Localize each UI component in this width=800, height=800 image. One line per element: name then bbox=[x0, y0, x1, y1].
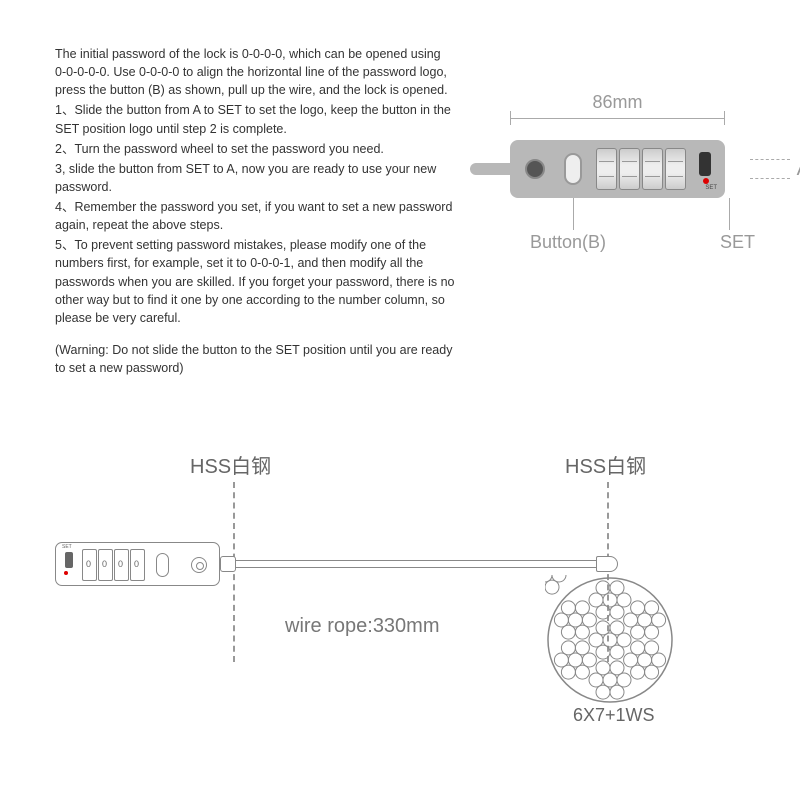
password-wheels bbox=[596, 148, 686, 190]
wheel-icon bbox=[596, 148, 617, 190]
wire-end-plug bbox=[596, 556, 618, 572]
set-switch-icon bbox=[699, 152, 711, 176]
wheel-small-icon bbox=[82, 549, 97, 581]
button-b-icon bbox=[564, 153, 582, 185]
cross-section-label: 6X7+1WS bbox=[573, 705, 655, 726]
a-guide-lines bbox=[750, 159, 790, 179]
leader-line-set bbox=[729, 198, 730, 230]
step-2: 2、Turn the password wheel to set the pas… bbox=[55, 140, 455, 158]
button-b-label: Button(B) bbox=[530, 232, 606, 253]
set-tiny-label: SET bbox=[62, 544, 72, 550]
set-dot-small bbox=[64, 571, 68, 575]
cable-stub bbox=[470, 163, 510, 175]
step-5: 5、To prevent setting password mistakes, … bbox=[55, 236, 455, 327]
wire-cross-section-diagram bbox=[545, 575, 675, 710]
warning-paragraph: (Warning: Do not slide the button to the… bbox=[55, 341, 455, 377]
set-tiny-text: SET bbox=[705, 185, 717, 191]
lock-side-view: SET bbox=[55, 542, 220, 586]
intro-paragraph: The initial password of the lock is 0-0-… bbox=[55, 45, 455, 99]
hss-label-right: HSS白钢 bbox=[565, 450, 646, 479]
lock-body: SET bbox=[510, 140, 725, 198]
wheels-small bbox=[82, 549, 145, 581]
cable-hole-icon bbox=[525, 159, 545, 179]
hss-label-left: HSS白钢 bbox=[190, 450, 271, 479]
set-switch-small-icon bbox=[65, 552, 73, 568]
wheel-small-icon bbox=[130, 549, 145, 581]
set-indicator-dot bbox=[703, 178, 709, 184]
wheel-small-icon bbox=[114, 549, 129, 581]
a-position-label: A bbox=[797, 158, 800, 181]
dimension-line bbox=[510, 118, 725, 119]
bottom-diagram: HSS白钢 HSS白钢 SET wire rope:330mm bbox=[55, 450, 745, 730]
step-3: 3, slide the button from SET to A, now y… bbox=[55, 160, 455, 196]
leader-line-button bbox=[573, 198, 574, 230]
dashed-guide-left bbox=[233, 482, 235, 662]
hole-small-icon bbox=[191, 557, 207, 573]
step-4: 4、Remember the password you set, if you … bbox=[55, 198, 455, 234]
wheel-icon bbox=[665, 148, 686, 190]
wire-rope bbox=[236, 560, 596, 568]
wheel-icon bbox=[642, 148, 663, 190]
dimension-width-label: 86mm bbox=[510, 92, 725, 113]
set-label: SET bbox=[720, 232, 755, 253]
wheel-small-icon bbox=[98, 549, 113, 581]
wire-joint bbox=[220, 556, 236, 572]
wheel-icon bbox=[619, 148, 640, 190]
step-1: 1、Slide the button from A to SET to set … bbox=[55, 101, 455, 137]
top-lock-diagram: 86mm SET A Button(B) SET bbox=[510, 140, 750, 198]
instruction-text: The initial password of the lock is 0-0-… bbox=[55, 45, 455, 379]
wire-rope-label: wire rope:330mm bbox=[285, 615, 440, 638]
button-small-icon bbox=[156, 553, 169, 577]
